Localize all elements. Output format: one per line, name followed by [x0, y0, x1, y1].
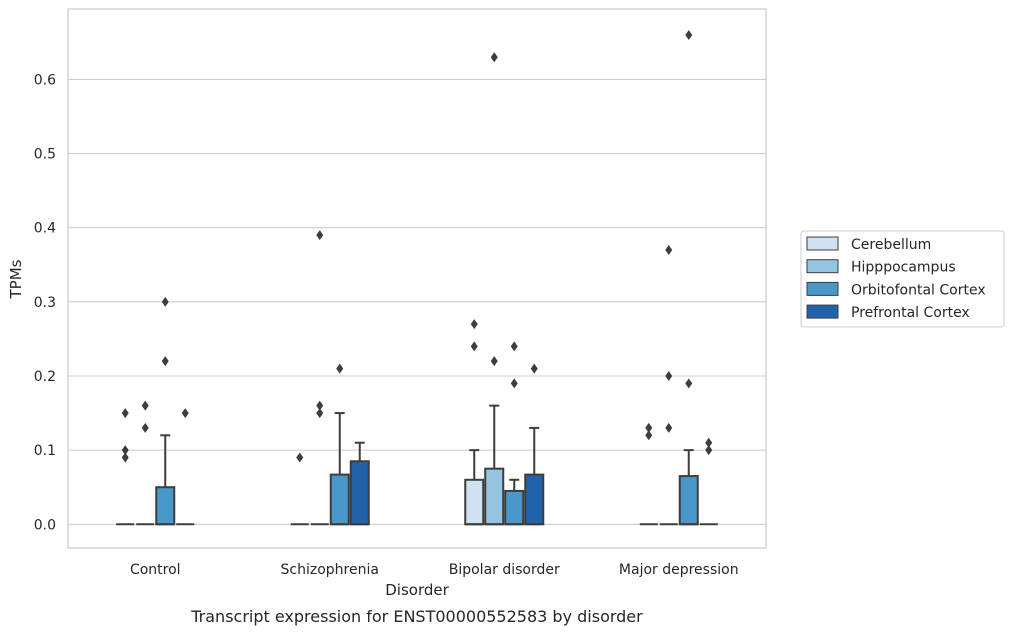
box-hipppocampus — [484, 404, 505, 526]
plot-background — [68, 9, 766, 548]
outlier-point — [530, 363, 538, 374]
outlier-point — [336, 363, 344, 374]
box-cerebellum — [464, 449, 485, 526]
outlier-point — [316, 230, 324, 241]
x-tick-label: Schizophrenia — [281, 562, 379, 578]
box-orbitofontal-cortex — [155, 434, 176, 526]
outlier-point — [161, 356, 169, 367]
x-tick-label: Bipolar disorder — [449, 562, 560, 578]
y-tick-label: 0.4 — [34, 221, 56, 237]
y-tick-label: 0.6 — [34, 72, 56, 88]
outlier-point — [685, 29, 693, 40]
legend: Cerebellum Hipppocampus Orbitofontal Corte… — [800, 230, 1005, 328]
box-body — [504, 489, 525, 526]
box-body — [484, 467, 505, 526]
outlier-point — [705, 445, 713, 456]
outlier-point — [510, 341, 518, 352]
outlier-point — [141, 400, 149, 411]
y-tick-label: 0.1 — [34, 443, 56, 459]
legend-frame — [800, 230, 1005, 328]
outlier-point — [665, 370, 673, 381]
box-body — [329, 473, 350, 526]
outlier-point — [490, 356, 498, 367]
legend-label: Orbitofontal Cortex — [851, 282, 986, 298]
legend-swatch — [806, 236, 839, 251]
box-body — [678, 475, 699, 526]
box-orbitofontal-cortex — [678, 449, 699, 526]
plot-area — [67, 8, 767, 549]
outlier-point — [685, 378, 693, 389]
outlier-point — [510, 378, 518, 389]
figure-caption: Transcript expression for ENST0000055258… — [190, 607, 643, 626]
outlier-point — [665, 422, 673, 433]
box-prefrontal-cortex — [349, 441, 370, 526]
outlier-point — [645, 422, 653, 433]
box-body — [524, 473, 545, 526]
outlier-point — [316, 400, 324, 411]
y-tick-label: 0.0 — [34, 517, 56, 533]
x-axis-label: Disorder — [385, 581, 449, 599]
y-tick-label: 0.3 — [34, 295, 56, 311]
legend-label: Hipppocampus — [851, 260, 956, 276]
outlier-point — [121, 445, 129, 456]
x-axis-ticks: Control Schizophrenia Bipolar disorder Majo… — [130, 562, 739, 578]
outlier-point — [470, 319, 478, 330]
y-axis-label: TPMs — [7, 259, 25, 299]
box-body — [464, 478, 485, 526]
outlier-point — [665, 244, 673, 255]
outlier-point — [316, 408, 324, 419]
y-tick-label: 0.2 — [34, 369, 56, 385]
box-body — [349, 460, 370, 526]
outlier-point — [470, 341, 478, 352]
outlier-point — [296, 452, 304, 463]
legend-swatch — [806, 281, 839, 296]
outlier-point — [121, 452, 129, 463]
legend-swatch — [806, 259, 839, 274]
legend-swatch — [806, 304, 839, 319]
outlier-point — [141, 422, 149, 433]
outlier-point — [705, 437, 713, 448]
x-tick-label: Control — [130, 562, 181, 578]
outlier-point — [161, 296, 169, 307]
box-body — [155, 486, 176, 526]
y-tick-label: 0.5 — [34, 147, 56, 163]
legend-label: Prefrontal Cortex — [851, 305, 970, 321]
box-prefrontal-cortex — [524, 426, 545, 526]
outlier-point — [490, 52, 498, 63]
legend-label: Cerebellum — [851, 237, 931, 253]
box-orbitofontal-cortex — [504, 478, 525, 526]
x-tick-label: Major depression — [619, 562, 739, 578]
outliers — [121, 29, 713, 463]
outlier-point — [121, 408, 129, 419]
box-orbitofontal-cortex — [329, 412, 350, 526]
outlier-point — [645, 430, 653, 441]
outlier-point — [181, 408, 189, 419]
boxes — [116, 404, 718, 526]
y-axis-ticks: 0.0 0.1 0.2 0.3 0.4 0.5 0.6 — [34, 72, 56, 533]
plot-frame — [67, 8, 767, 549]
